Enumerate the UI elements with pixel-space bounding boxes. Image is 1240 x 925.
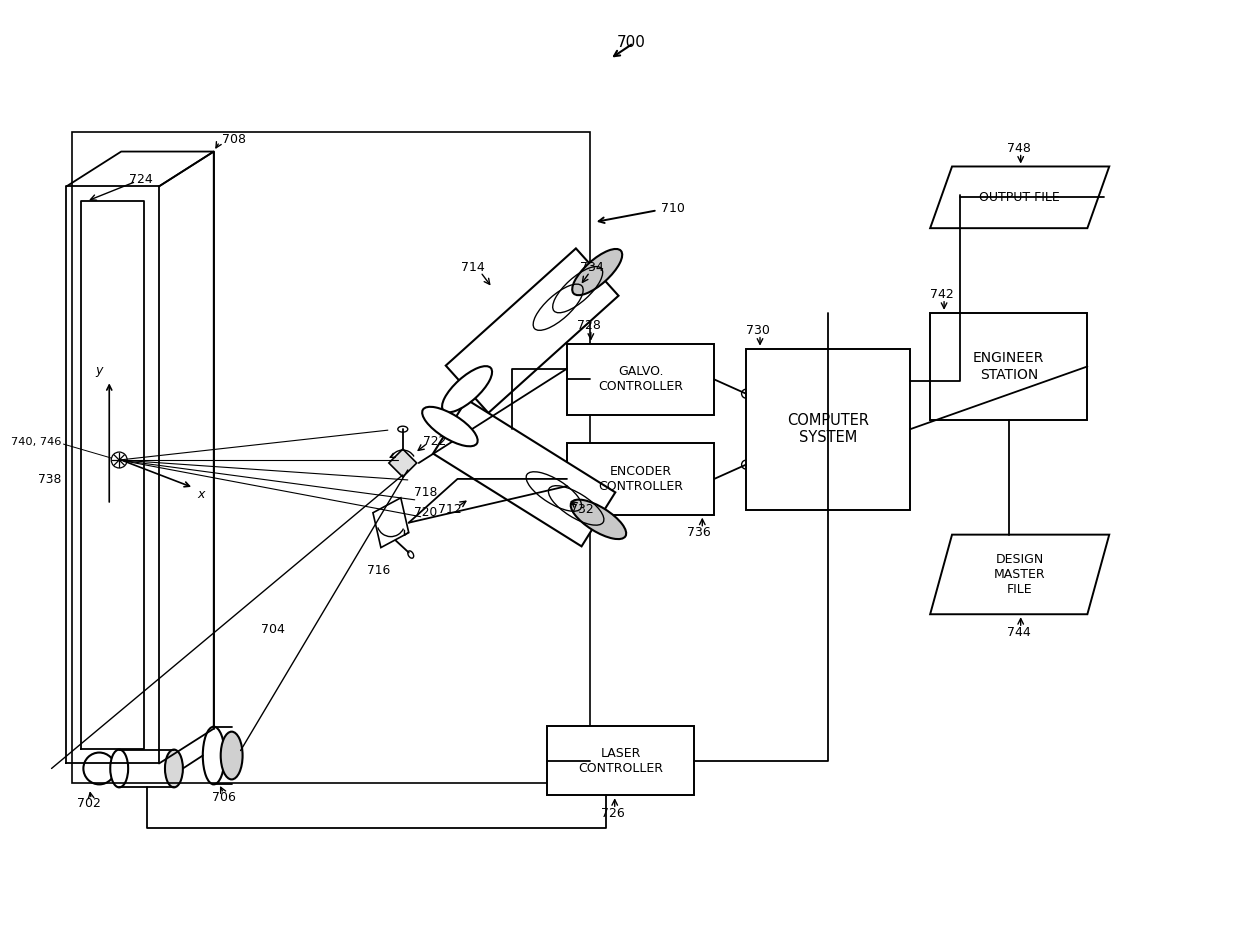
Text: x: x — [197, 488, 205, 501]
Text: 714: 714 — [460, 262, 485, 275]
Polygon shape — [389, 449, 417, 477]
Bar — [72, 131, 590, 783]
Text: 730: 730 — [746, 324, 770, 337]
Text: 708: 708 — [222, 133, 246, 146]
Ellipse shape — [572, 249, 622, 295]
Bar — [746, 349, 910, 510]
Text: ENGINEER
STATION: ENGINEER STATION — [973, 352, 1044, 382]
Text: COMPUTER
SYSTEM: COMPUTER SYSTEM — [787, 413, 869, 445]
Polygon shape — [930, 166, 1110, 228]
Polygon shape — [445, 249, 619, 413]
Ellipse shape — [110, 749, 128, 787]
Ellipse shape — [221, 732, 243, 780]
Text: 710: 710 — [661, 202, 686, 215]
Ellipse shape — [203, 727, 224, 784]
Text: 724: 724 — [129, 173, 153, 186]
Text: 702: 702 — [77, 796, 102, 809]
Text: 700: 700 — [618, 34, 646, 50]
Text: y: y — [95, 364, 103, 377]
Text: 716: 716 — [367, 564, 391, 577]
Circle shape — [83, 753, 115, 784]
Text: 712: 712 — [438, 503, 461, 516]
Ellipse shape — [165, 749, 182, 787]
Text: 734: 734 — [580, 262, 604, 275]
Ellipse shape — [441, 366, 492, 413]
Text: 722: 722 — [423, 435, 446, 448]
Bar — [567, 343, 714, 415]
Text: 720: 720 — [414, 506, 438, 519]
Ellipse shape — [408, 551, 414, 558]
Text: 742: 742 — [930, 289, 954, 302]
Text: ENCODER
CONTROLLER: ENCODER CONTROLLER — [598, 465, 683, 493]
Text: 726: 726 — [601, 807, 625, 820]
Text: 740, 746: 740, 746 — [11, 438, 62, 447]
Ellipse shape — [398, 426, 408, 432]
Bar — [547, 726, 694, 796]
Text: DESIGN
MASTER
FILE: DESIGN MASTER FILE — [994, 553, 1045, 596]
Ellipse shape — [570, 500, 626, 539]
Text: 744: 744 — [1007, 625, 1030, 638]
Text: 736: 736 — [687, 526, 712, 539]
Text: 748: 748 — [1007, 142, 1030, 155]
Text: 706: 706 — [212, 791, 236, 804]
Text: 718: 718 — [414, 487, 438, 500]
Polygon shape — [373, 498, 409, 548]
Ellipse shape — [422, 407, 477, 446]
Polygon shape — [433, 400, 615, 547]
Text: GALVO.
CONTROLLER: GALVO. CONTROLLER — [598, 365, 683, 393]
Text: 732: 732 — [570, 503, 594, 516]
Bar — [567, 443, 714, 514]
Text: 704: 704 — [262, 623, 285, 635]
Text: 738: 738 — [38, 474, 62, 487]
Bar — [930, 313, 1087, 420]
Text: 728: 728 — [577, 319, 601, 332]
Text: OUTPUT FILE: OUTPUT FILE — [980, 191, 1060, 204]
Text: LASER
CONTROLLER: LASER CONTROLLER — [578, 746, 663, 774]
Polygon shape — [930, 535, 1110, 614]
